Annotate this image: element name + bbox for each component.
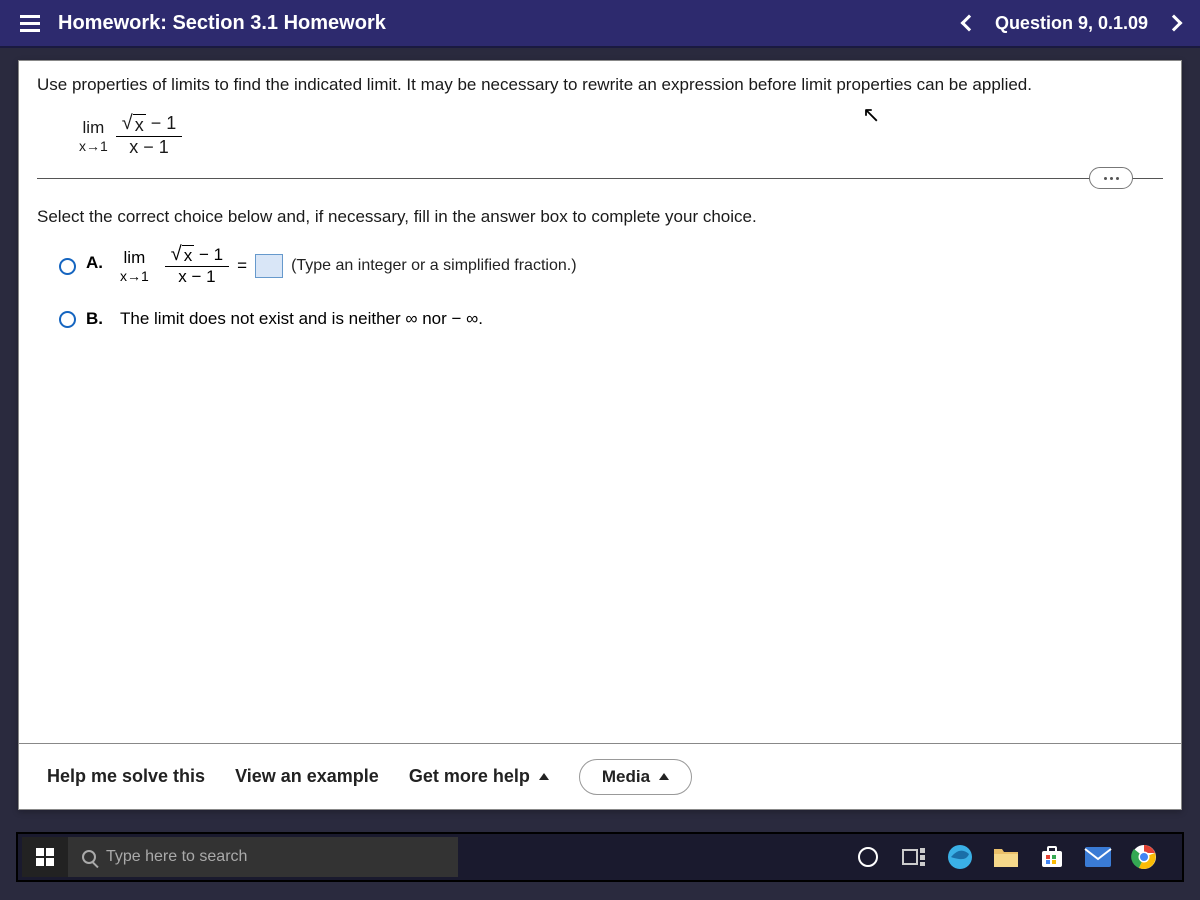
choice-a-hint: (Type an integer or a simplified fractio… (291, 257, 576, 275)
choice-a-num-sqrt: x (182, 245, 195, 266)
mail-icon[interactable] (1084, 843, 1112, 871)
prev-question-button[interactable] (960, 15, 977, 32)
choice-list: A. lim x→1 x − 1 x − 1 = (T (19, 245, 1181, 329)
help-toolbar: Help me solve this View an example Get m… (19, 743, 1181, 809)
numerator-sqrt: x (133, 114, 146, 136)
search-placeholder: Type here to search (106, 848, 247, 866)
cursor-icon: ↖ (862, 102, 880, 128)
cortana-icon[interactable] (854, 843, 882, 871)
microsoft-store-icon[interactable] (1038, 843, 1066, 871)
media-label: Media (602, 767, 650, 786)
choice-instruction: Select the correct choice below and, if … (19, 179, 1181, 245)
page-title: Homework: Section 3.1 Homework (58, 12, 963, 35)
limit-word: lim (83, 118, 105, 138)
limit-expression: lim x→1 x − 1 x − 1 (79, 113, 1181, 158)
radio-choice-b[interactable] (59, 311, 76, 328)
media-button[interactable]: Media (579, 759, 692, 795)
help-me-solve-button[interactable]: Help me solve this (47, 766, 205, 787)
choice-b-text: The limit does not exist and is neither … (120, 309, 483, 329)
top-nav: Homework: Section 3.1 Homework Question … (0, 0, 1200, 48)
task-view-icon[interactable] (900, 843, 928, 871)
denominator: x − 1 (123, 137, 175, 158)
section-divider (37, 178, 1163, 179)
taskbar-tray (854, 843, 1178, 871)
numerator-rest: − 1 (146, 113, 177, 133)
answer-input[interactable] (255, 254, 283, 278)
choice-a-equals: = (237, 256, 247, 276)
start-button[interactable] (22, 837, 68, 877)
choice-a-denominator: x − 1 (172, 267, 221, 287)
question-indicator: Question 9, 0.1.09 (995, 13, 1148, 34)
limit-approach: x→1 (79, 138, 108, 154)
caret-up-icon (659, 773, 669, 780)
windows-taskbar: Type here to search (16, 832, 1184, 882)
choice-a-label: A. (86, 245, 110, 273)
next-question-button[interactable] (1166, 15, 1183, 32)
more-options-icon[interactable] (1089, 167, 1133, 189)
choice-a-limit-word: lim (124, 248, 146, 268)
choice-a-num-rest: − 1 (194, 245, 223, 264)
question-prompt: Use properties of limits to find the ind… (19, 61, 1181, 105)
search-icon (82, 850, 96, 864)
view-example-button[interactable]: View an example (235, 766, 379, 787)
choice-b-label: B. (86, 309, 110, 329)
choice-b-row: B. The limit does not exist and is neith… (59, 309, 1141, 329)
hamburger-menu-icon[interactable] (20, 15, 40, 32)
get-more-help-label: Get more help (409, 766, 530, 786)
choice-a-limit-approach: x→1 (120, 268, 149, 284)
file-explorer-icon[interactable] (992, 843, 1020, 871)
windows-logo-icon (36, 848, 54, 866)
caret-up-icon (539, 773, 549, 780)
question-panel: Use properties of limits to find the ind… (18, 60, 1182, 810)
edge-browser-icon[interactable] (946, 843, 974, 871)
get-more-help-button[interactable]: Get more help (409, 766, 549, 787)
radio-choice-a[interactable] (59, 258, 76, 275)
chrome-icon[interactable] (1130, 843, 1158, 871)
choice-a-row: A. lim x→1 x − 1 x − 1 = (T (59, 245, 1141, 287)
taskbar-search-input[interactable]: Type here to search (68, 837, 458, 877)
